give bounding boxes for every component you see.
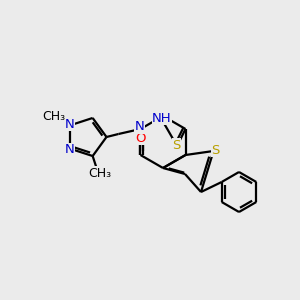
Text: N: N [64,118,74,131]
Text: N: N [64,143,74,156]
Text: S: S [172,139,181,152]
Text: N: N [135,121,144,134]
Text: CH₃: CH₃ [88,167,111,180]
Text: O: O [135,131,146,145]
Text: NH: NH [152,112,172,124]
Text: S: S [211,143,220,157]
Text: CH₃: CH₃ [43,110,66,123]
